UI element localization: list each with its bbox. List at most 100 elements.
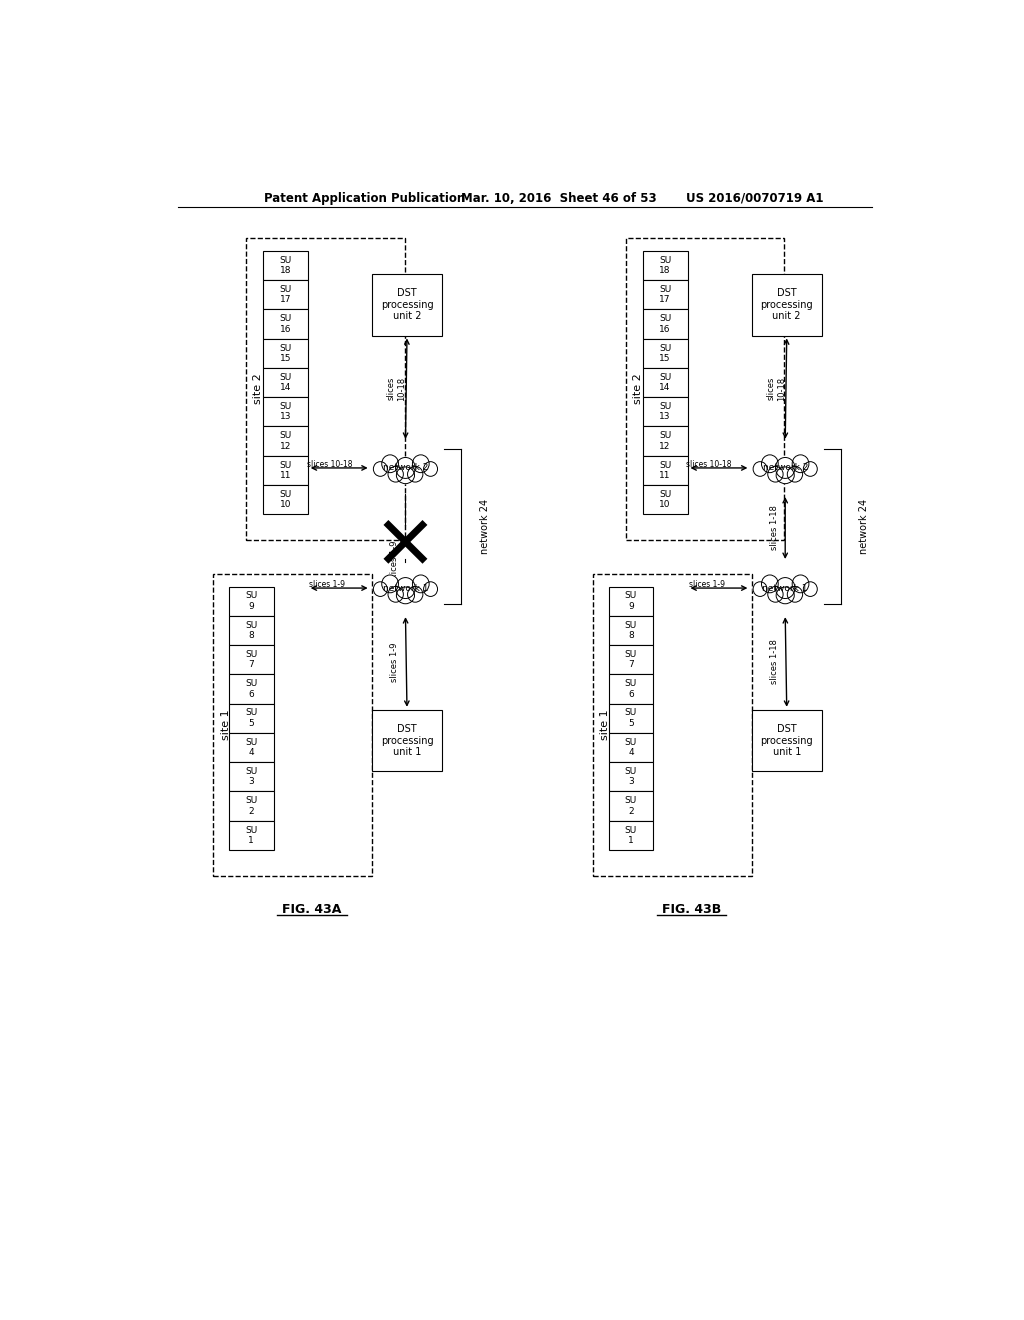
Text: SU
14: SU 14 [280, 372, 292, 392]
Text: US 2016/0070719 A1: US 2016/0070719 A1 [686, 191, 823, 205]
Text: SU
3: SU 3 [625, 767, 637, 787]
Bar [643, 339, 687, 368]
Bar [643, 397, 687, 426]
Text: slices
10-18: slices 10-18 [766, 376, 785, 401]
Text: slices 1-18: slices 1-18 [770, 506, 779, 550]
Text: SU
15: SU 15 [659, 343, 671, 363]
Bar [608, 586, 653, 615]
Text: SU
7: SU 7 [245, 649, 257, 669]
Text: slices 1-9: slices 1-9 [390, 643, 399, 681]
Bar [608, 645, 653, 675]
Bar [263, 397, 308, 426]
Text: SU
18: SU 18 [280, 256, 292, 275]
Text: SU
8: SU 8 [245, 620, 257, 640]
Text: SU
8: SU 8 [625, 620, 637, 640]
Ellipse shape [787, 586, 803, 602]
Text: FIG. 43B: FIG. 43B [662, 903, 721, 916]
Text: DST
processing
unit 2: DST processing unit 2 [761, 288, 813, 321]
Bar [608, 792, 653, 821]
Text: SU
16: SU 16 [280, 314, 292, 334]
Ellipse shape [775, 578, 795, 598]
Text: slices 1-9: slices 1-9 [689, 579, 725, 589]
Bar [213, 574, 372, 876]
Bar [608, 821, 653, 850]
Text: SU
4: SU 4 [625, 738, 637, 758]
Ellipse shape [374, 582, 387, 597]
Ellipse shape [413, 576, 429, 593]
Text: SU
3: SU 3 [245, 767, 257, 787]
Text: slices 1-9: slices 1-9 [309, 579, 345, 589]
Bar [228, 733, 273, 762]
Text: site 1: site 1 [220, 710, 230, 741]
Text: SU
1: SU 1 [625, 825, 637, 845]
Text: SU
12: SU 12 [280, 432, 292, 450]
Ellipse shape [762, 455, 778, 473]
Text: SU
15: SU 15 [280, 343, 292, 363]
Bar [626, 238, 784, 540]
Ellipse shape [753, 462, 767, 477]
Bar [643, 251, 687, 280]
Text: slices 1-9: slices 1-9 [390, 541, 399, 579]
Text: SU
11: SU 11 [280, 461, 292, 480]
Ellipse shape [762, 576, 778, 593]
Ellipse shape [776, 587, 795, 603]
Bar [228, 762, 273, 792]
Text: network 1: network 1 [763, 583, 808, 593]
Text: SU
10: SU 10 [659, 490, 671, 510]
Text: SU
17: SU 17 [659, 285, 671, 305]
Ellipse shape [768, 586, 783, 602]
Text: SU
6: SU 6 [625, 680, 637, 698]
Ellipse shape [413, 455, 429, 473]
Text: SU
10: SU 10 [280, 490, 292, 510]
Ellipse shape [408, 466, 423, 482]
Text: Mar. 10, 2016  Sheet 46 of 53: Mar. 10, 2016 Sheet 46 of 53 [461, 191, 656, 205]
Bar [263, 426, 308, 455]
Ellipse shape [396, 467, 415, 483]
Text: SU
5: SU 5 [625, 709, 637, 727]
Ellipse shape [408, 586, 423, 602]
Bar [263, 484, 308, 515]
Text: SU
13: SU 13 [280, 403, 292, 421]
Bar [608, 733, 653, 762]
Text: SU
6: SU 6 [245, 680, 257, 698]
Bar [643, 309, 687, 339]
Text: SU
9: SU 9 [245, 591, 257, 611]
Ellipse shape [776, 467, 795, 483]
Bar [228, 675, 273, 704]
Text: network 2: network 2 [383, 463, 428, 473]
Bar [608, 615, 653, 645]
Text: SU
16: SU 16 [659, 314, 671, 334]
Bar [263, 280, 308, 309]
Text: DST
processing
unit 2: DST processing unit 2 [381, 288, 433, 321]
Text: slices
10-18: slices 10-18 [386, 376, 406, 401]
Bar [752, 710, 821, 771]
Text: SU
5: SU 5 [245, 709, 257, 727]
Text: SU
9: SU 9 [625, 591, 637, 611]
Text: site 2: site 2 [633, 374, 643, 404]
Bar [228, 821, 273, 850]
Text: SU
14: SU 14 [659, 372, 671, 392]
Text: site 1: site 1 [600, 710, 610, 741]
Bar [608, 704, 653, 733]
Text: SU
11: SU 11 [659, 461, 671, 480]
Bar [643, 484, 687, 515]
Bar [608, 675, 653, 704]
Text: slices 10-18: slices 10-18 [307, 459, 352, 469]
Ellipse shape [793, 576, 809, 593]
Text: site 2: site 2 [253, 374, 263, 404]
Ellipse shape [396, 587, 415, 603]
Ellipse shape [382, 576, 398, 593]
Bar [263, 339, 308, 368]
Ellipse shape [804, 582, 817, 597]
Ellipse shape [395, 458, 415, 478]
Ellipse shape [382, 455, 398, 473]
Bar [608, 762, 653, 792]
Text: network 1: network 1 [383, 583, 428, 593]
Ellipse shape [424, 462, 437, 477]
Bar [752, 275, 821, 335]
Bar [643, 280, 687, 309]
Ellipse shape [395, 578, 415, 598]
Ellipse shape [374, 462, 387, 477]
Text: SU
18: SU 18 [659, 256, 671, 275]
Text: network 24: network 24 [479, 499, 489, 554]
